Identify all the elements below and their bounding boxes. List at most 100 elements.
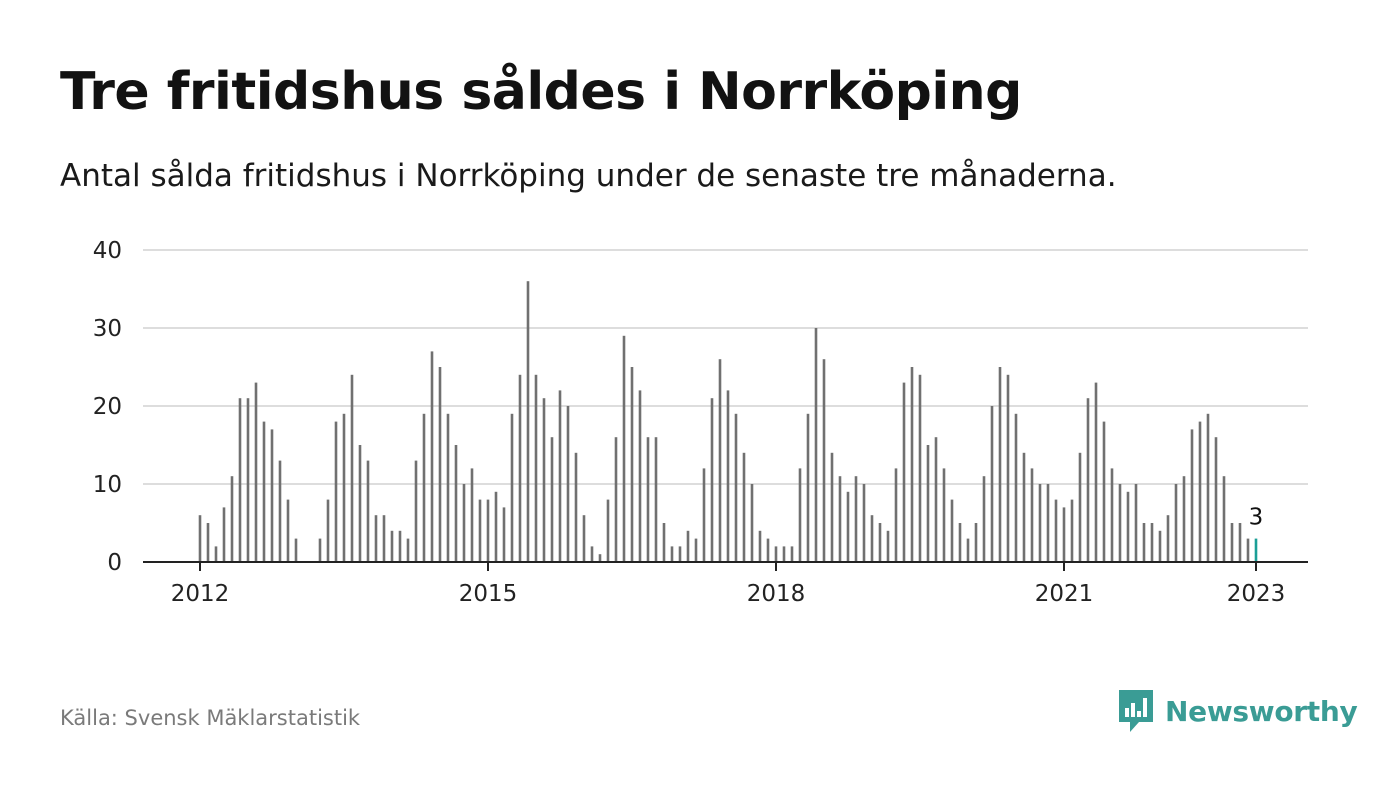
- bar: [318, 538, 322, 562]
- bar: [870, 515, 874, 562]
- bar: [342, 413, 346, 562]
- brand-logo[interactable]: Newsworthy: [1117, 688, 1358, 734]
- bar: [1062, 507, 1066, 562]
- bar: [478, 499, 482, 562]
- bar: [1134, 484, 1138, 562]
- bar: [198, 515, 202, 562]
- bar: [518, 374, 522, 562]
- bar: [1022, 452, 1026, 562]
- bar: [414, 460, 418, 562]
- bar: [334, 421, 338, 562]
- bar: [710, 398, 714, 562]
- bar: [774, 546, 778, 562]
- bar: [454, 445, 458, 562]
- bar: [542, 398, 546, 562]
- bar-highlight: [1254, 538, 1258, 562]
- bar: [782, 546, 786, 562]
- bar: [886, 530, 890, 562]
- bar: [750, 484, 754, 562]
- bar: [926, 445, 930, 562]
- bar: [798, 468, 802, 562]
- bar: [830, 452, 834, 562]
- bar: [654, 437, 658, 562]
- bar: [462, 484, 466, 562]
- bar: [822, 359, 826, 562]
- bar: [630, 367, 634, 562]
- bar: [1238, 523, 1242, 562]
- bar: [686, 530, 690, 562]
- bar: [1102, 421, 1106, 562]
- bar: [606, 499, 610, 562]
- bar: [1206, 413, 1210, 562]
- bar: [1118, 484, 1122, 562]
- bar: [966, 538, 970, 562]
- page-title: Tre fritidshus såldes i Norrköping: [60, 62, 1022, 122]
- y-tick-label: 40: [93, 238, 122, 264]
- bar: [1230, 523, 1234, 562]
- bar: [326, 499, 330, 562]
- bar: [766, 538, 770, 562]
- bar: [1110, 468, 1114, 562]
- bar: [894, 468, 898, 562]
- bar: [446, 413, 450, 562]
- bar: [1030, 468, 1034, 562]
- bar: [1014, 413, 1018, 562]
- bar: [1246, 538, 1250, 562]
- bar: [1182, 476, 1186, 562]
- page-subtitle: Antal sålda fritidshus i Norrköping unde…: [60, 158, 1117, 194]
- bar: [1086, 398, 1090, 562]
- bar: [278, 460, 282, 562]
- bar: [806, 413, 810, 562]
- bar: [406, 538, 410, 562]
- x-tick-label: 2015: [459, 581, 518, 607]
- bar: [1006, 374, 1010, 562]
- bar: [494, 491, 498, 562]
- y-axis-ticks: 0 10 20 30 40: [93, 238, 122, 576]
- bar: [902, 382, 906, 562]
- bar: [398, 530, 402, 562]
- bar: [598, 554, 602, 562]
- bar: [422, 413, 426, 562]
- bar: [814, 328, 818, 562]
- bar: [702, 468, 706, 562]
- bar: [430, 351, 434, 562]
- bar: [238, 398, 242, 562]
- bar: [694, 538, 698, 562]
- bar: [1222, 476, 1226, 562]
- bar: [614, 437, 618, 562]
- newsworthy-logo-icon: [1119, 690, 1153, 732]
- brand-name: Newsworthy: [1165, 694, 1358, 728]
- bar: [374, 515, 378, 562]
- bar: [286, 499, 290, 562]
- bar: [366, 460, 370, 562]
- bar: [950, 499, 954, 562]
- bar: [566, 406, 570, 562]
- bar: [1070, 499, 1074, 562]
- source-note: Källa: Svensk Mäklarstatistik: [60, 706, 361, 730]
- bar: [270, 429, 274, 562]
- bar: [998, 367, 1002, 562]
- bars: [198, 281, 1258, 562]
- bar: [486, 499, 490, 562]
- bar: [262, 421, 266, 562]
- bar: [934, 437, 938, 562]
- bar: [622, 335, 626, 562]
- bar: [206, 523, 210, 562]
- bar: [662, 523, 666, 562]
- bar: [470, 468, 474, 562]
- y-tick-label: 10: [93, 472, 122, 498]
- bar: [878, 523, 882, 562]
- bar: [1166, 515, 1170, 562]
- bar: [222, 507, 226, 562]
- bar: [854, 476, 858, 562]
- bar: [942, 468, 946, 562]
- x-tick-label: 2021: [1035, 581, 1094, 607]
- bar: [1046, 484, 1050, 562]
- bar: [574, 452, 578, 562]
- bar: [1198, 421, 1202, 562]
- bar: [734, 413, 738, 562]
- bar: [582, 515, 586, 562]
- bar: [982, 476, 986, 562]
- x-tick-label: 2023: [1227, 581, 1286, 607]
